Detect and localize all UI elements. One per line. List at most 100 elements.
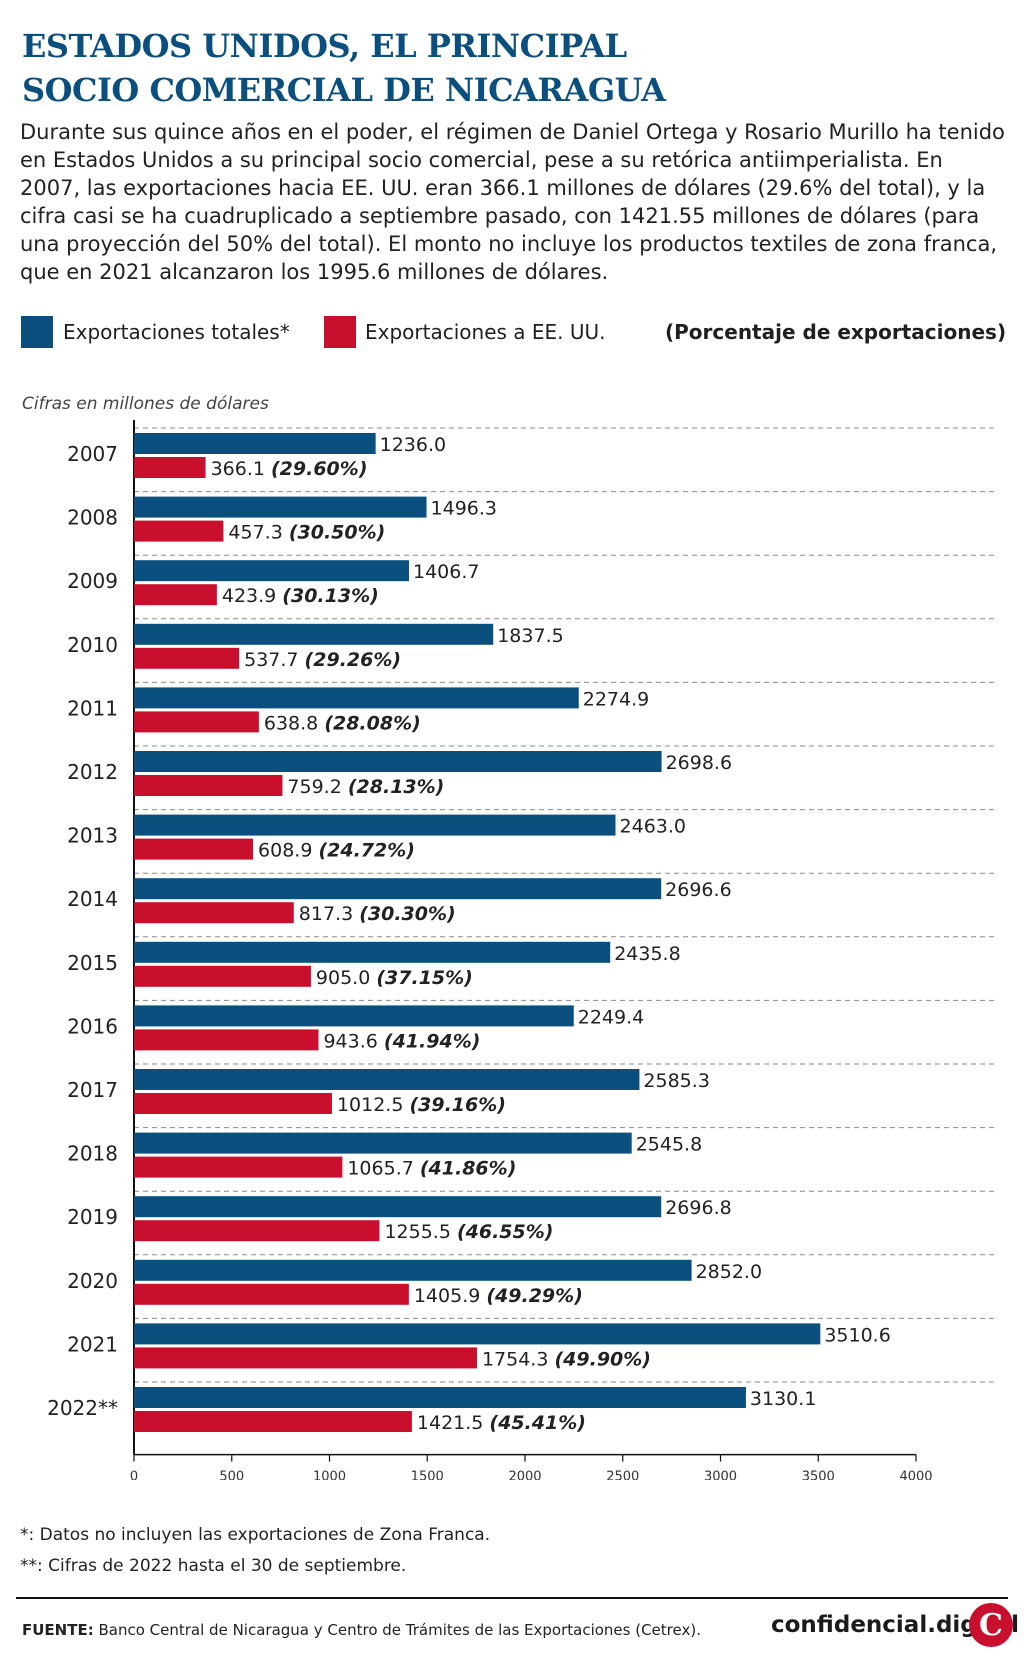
year-label: 2014 <box>67 887 118 911</box>
year-label: 2019 <box>67 1205 118 1229</box>
bar-total <box>134 1323 821 1345</box>
data-label-us-value: 457.3 <box>228 522 288 544</box>
legend-swatch-total <box>21 316 53 348</box>
data-label-us-share: (28.08%) <box>324 712 421 734</box>
bar-total <box>134 751 662 772</box>
bar-total <box>134 687 579 709</box>
bar-total <box>134 878 662 900</box>
data-label-us: 366.1 (29.60%) <box>211 458 368 480</box>
data-label-total: 1406.7 <box>413 561 479 583</box>
year-label: 2020 <box>67 1269 118 1293</box>
data-label-us-share: (30.50%) <box>289 522 386 544</box>
data-label-total: 1236.0 <box>380 434 446 456</box>
data-label-total: 2696.8 <box>665 1197 731 1219</box>
bar-chart: 2007 1236.0 366.1 (29.60%) 2008 1496.3 457.3 … <box>47 420 996 1480</box>
data-label-us: 1754.3 (49.90%) <box>482 1348 651 1370</box>
source-text: Banco Central de Nicaragua y Centro de T… <box>93 1621 701 1639</box>
data-label-total: 1496.3 <box>431 498 497 520</box>
bar-us <box>134 1411 412 1432</box>
x-tick-label: 0 <box>130 1470 138 1480</box>
data-label-us-value: 1065.7 <box>347 1158 420 1180</box>
year-label: 2009 <box>67 569 118 593</box>
chart-title-line-1: ESTADOS UNIDOS, EL PRINCIPAL <box>22 27 627 65</box>
footnote-zona-franca: *: Datos no incluyen las exportaciones d… <box>20 1525 491 1545</box>
data-label-total: 2274.9 <box>583 688 649 710</box>
data-label-us: 1405.9 (49.29%) <box>414 1285 583 1307</box>
legend-note-percentage: (Porcentaje de exportaciones) <box>665 320 1007 344</box>
bar-total <box>134 560 410 582</box>
data-label-us-share: (37.15%) <box>376 967 473 989</box>
bar-us <box>134 1220 380 1242</box>
data-label-us-share: (28.13%) <box>348 776 445 798</box>
year-label: 2022** <box>47 1396 118 1420</box>
data-label-us-share: (41.86%) <box>420 1158 517 1180</box>
bar-total <box>134 623 494 645</box>
bar-total <box>134 1132 632 1154</box>
bar-total <box>134 1005 574 1027</box>
data-label-total: 2545.8 <box>636 1134 702 1156</box>
data-label-us: 817.3 (30.30%) <box>299 903 456 925</box>
data-label-us-value: 366.1 <box>211 458 271 480</box>
data-label-us-value: 817.3 <box>299 903 359 925</box>
legend-label-us: Exportaciones a EE. UU. <box>365 320 606 344</box>
year-label: 2015 <box>67 951 118 975</box>
footer-divider <box>16 1597 1008 1599</box>
bar-us <box>134 1347 477 1369</box>
data-label-total: 3510.6 <box>824 1324 890 1346</box>
year-label: 2010 <box>67 633 118 657</box>
data-label-us: 423.9 (30.13%) <box>222 585 379 607</box>
chart-title-line-2: SOCIO COMERCIAL DE NICARAGUA <box>22 71 666 109</box>
bar-us <box>134 838 254 860</box>
data-label-us-share: (46.55%) <box>457 1221 554 1243</box>
bar-us <box>134 457 206 478</box>
unit-note: Cifras en millones de dólares <box>22 394 269 414</box>
bar-us <box>134 1156 343 1178</box>
data-label-us: 608.9 (24.72%) <box>258 840 415 862</box>
bar-us <box>134 647 240 669</box>
data-label-us-share: (30.30%) <box>359 903 456 925</box>
x-tick-label: 3500 <box>802 1470 835 1480</box>
year-label: 2013 <box>67 824 118 848</box>
x-tick-label: 500 <box>219 1470 244 1480</box>
data-label-us: 537.7 (29.26%) <box>244 649 401 671</box>
data-label-us: 1421.5 (45.41%) <box>417 1412 586 1434</box>
year-label: 2018 <box>67 1142 118 1166</box>
logo-letter: C <box>979 1608 1003 1643</box>
bar-total <box>134 1387 746 1408</box>
data-label-us: 1065.7 (41.86%) <box>347 1158 516 1180</box>
data-label-us-value: 1012.5 <box>337 1094 410 1116</box>
data-label-us-share: (49.90%) <box>554 1348 651 1370</box>
data-label-us: 638.8 (28.08%) <box>264 712 421 734</box>
footnotes: *: Datos no incluyen las exportaciones d… <box>20 1520 490 1582</box>
data-label-us-share: (45.41%) <box>489 1412 586 1434</box>
data-label-total: 3130.1 <box>750 1388 816 1410</box>
data-label-us-share: (39.16%) <box>409 1094 506 1116</box>
x-tick-label: 1000 <box>313 1470 346 1480</box>
bar-us <box>134 1093 332 1114</box>
x-tick-label: 2500 <box>606 1470 639 1480</box>
legend-swatch-us <box>324 316 356 348</box>
data-label-us-share: (49.29%) <box>486 1285 583 1307</box>
bar-total <box>134 814 616 836</box>
legend-label-total: Exportaciones totales* <box>63 320 290 344</box>
bar-us <box>134 965 311 987</box>
data-label-total: 1837.5 <box>497 625 563 647</box>
year-label: 2011 <box>67 696 118 720</box>
bar-us <box>134 584 217 606</box>
legend: Exportaciones totales* Exportaciones a E… <box>0 314 1024 350</box>
data-label-us-share: (30.13%) <box>282 585 379 607</box>
data-label-total: 2249.4 <box>578 1006 644 1028</box>
bar-us <box>134 902 294 924</box>
data-label-us-value: 1421.5 <box>417 1412 490 1434</box>
data-label-total: 2698.6 <box>666 752 732 774</box>
year-label: 2017 <box>67 1078 118 1102</box>
data-label-us-value: 537.7 <box>244 649 304 671</box>
year-label: 2016 <box>67 1014 118 1038</box>
data-label-total: 2435.8 <box>614 943 680 965</box>
x-tick-label: 3000 <box>704 1470 737 1480</box>
data-label-total: 2852.0 <box>696 1261 762 1283</box>
source-line: FUENTE: Banco Central de Nicaragua y Cen… <box>22 1621 701 1639</box>
bar-us <box>134 711 259 733</box>
data-label-us-share: (41.94%) <box>384 1030 481 1052</box>
data-label-us: 457.3 (30.50%) <box>228 522 385 544</box>
